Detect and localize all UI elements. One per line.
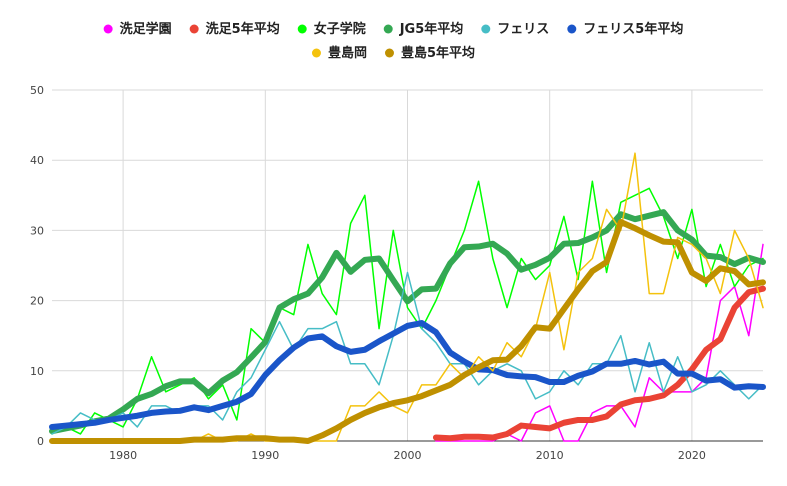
series-line-3 [51, 180, 764, 435]
legend-label: 豊島5年平均 [401, 45, 475, 61]
legend-item: フェリス [481, 22, 549, 37]
legend-label: 洗足学園 [120, 21, 172, 37]
legend-item: フェリス5年平均 [567, 21, 683, 37]
legend-item: 豊島岡 [311, 45, 367, 61]
series-line-1 [435, 243, 764, 442]
series-line-2 [432, 285, 766, 442]
legend-label: フェリス [497, 22, 549, 37]
series-line-8 [49, 218, 766, 444]
legend-label: 女子学院 [314, 21, 366, 37]
legend-label: 洗足5年平均 [206, 21, 280, 37]
legend-swatch [383, 24, 393, 34]
y-axis-ticks: 0 10 20 30 40 50 [30, 84, 44, 448]
legend-label: フェリス5年平均 [583, 21, 683, 37]
legend-swatch [189, 24, 199, 34]
legend-label: JG5年平均 [399, 21, 464, 37]
x-axis-ticks: 1980 1990 2000 2010 2020 [109, 449, 706, 462]
legend-item: 洗足5年平均 [189, 21, 280, 37]
y-tick-label: 0 [37, 435, 44, 448]
x-tick-label: 2010 [536, 449, 564, 462]
legend-swatch [311, 48, 321, 58]
series-line-4 [49, 209, 766, 435]
series-lines [49, 152, 766, 444]
y-tick-label: 50 [30, 84, 44, 97]
legend-item: JG5年平均 [383, 21, 464, 37]
legend-swatch [481, 24, 491, 34]
legend-swatch [297, 24, 307, 34]
y-tick-label: 20 [30, 295, 44, 308]
x-tick-label: 2000 [394, 449, 422, 462]
x-tick-label: 1990 [251, 449, 279, 462]
legend-swatch [103, 24, 113, 34]
y-tick-label: 10 [30, 365, 44, 378]
legend-item: 豊島5年平均 [384, 45, 475, 61]
series-line-6 [49, 320, 766, 430]
y-tick-label: 40 [30, 154, 44, 167]
x-tick-label: 2020 [678, 449, 706, 462]
series-line-5 [51, 271, 764, 435]
legend-swatch [567, 24, 577, 34]
x-tick-label: 1980 [109, 449, 137, 462]
legend-swatch [384, 48, 394, 58]
legend-label: 豊島岡 [328, 45, 367, 61]
y-tick-label: 30 [30, 224, 44, 237]
legend-item: 女子学院 [297, 21, 366, 37]
legend-item: 洗足学園 [103, 21, 172, 37]
